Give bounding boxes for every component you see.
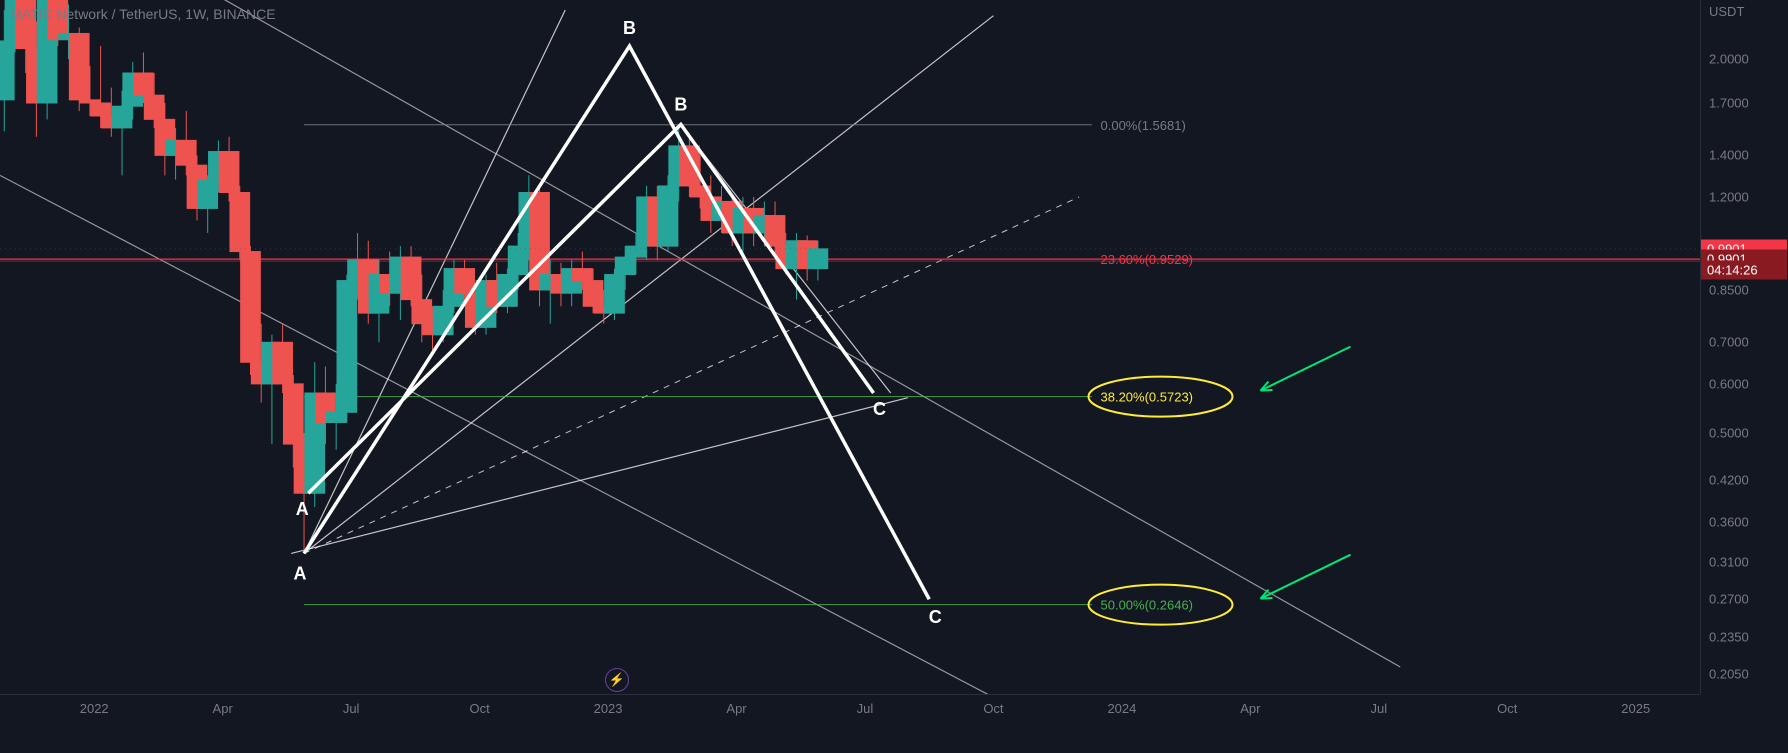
price-tick: 0.5000 xyxy=(1709,426,1749,441)
svg-text:0.00%(1.5681): 0.00%(1.5681) xyxy=(1101,118,1186,133)
price-tick: 0.8500 xyxy=(1709,282,1749,297)
price-tick: 1.2000 xyxy=(1709,189,1749,204)
chart-root: MATIC Network / TetherUS, 1W, BINANCE 0.… xyxy=(0,0,1788,753)
price-axis[interactable]: USDT 2.00001.70001.40001.20000.99010.850… xyxy=(1700,0,1788,694)
price-tick: 0.6000 xyxy=(1709,376,1749,391)
time-tick: Oct xyxy=(1497,701,1517,716)
svg-text:23.60%(0.9529): 23.60%(0.9529) xyxy=(1101,252,1194,267)
symbol-title: MATIC Network / TetherUS, 1W, BINANCE xyxy=(10,6,276,22)
time-tick: 2024 xyxy=(1107,701,1136,716)
time-tick: Apr xyxy=(213,701,233,716)
flash-icon[interactable]: ⚡ xyxy=(605,668,629,692)
price-tick: 0.2350 xyxy=(1709,629,1749,644)
svg-text:B: B xyxy=(623,18,636,38)
svg-text:C: C xyxy=(873,399,886,419)
time-tick: Apr xyxy=(1240,701,1260,716)
time-tick: Jul xyxy=(857,701,874,716)
time-axis[interactable]: 2022 Apr Jul Oct 2023 Apr Jul Oct 2024 Apr Jul Oct 2… xyxy=(0,694,1700,753)
price-tick: 1.4000 xyxy=(1709,148,1749,163)
price-tick: 2.0000 xyxy=(1709,52,1749,67)
price-tick: 0.2700 xyxy=(1709,592,1749,607)
time-tick: Jul xyxy=(343,701,360,716)
time-tick: Oct xyxy=(469,701,489,716)
price-tick: 0.3100 xyxy=(1709,554,1749,569)
price-axis-unit: USDT xyxy=(1709,4,1744,19)
time-tick: 2025 xyxy=(1621,701,1650,716)
time-tick: Apr xyxy=(726,701,746,716)
svg-text:A: A xyxy=(296,499,309,519)
svg-text:50.00%(0.2646): 50.00%(0.2646) xyxy=(1101,598,1194,613)
svg-text:A: A xyxy=(294,563,307,583)
price-tick: 0.2050 xyxy=(1709,666,1749,681)
chart-plot-area[interactable]: 0.00%(1.5681) 23.60%(0.9529) 38.20%(0.5723… xyxy=(0,0,1700,694)
time-tick: Jul xyxy=(1371,701,1388,716)
svg-text:C: C xyxy=(929,607,942,627)
price-tick: 1.7000 xyxy=(1709,96,1749,111)
svg-text:38.20%(0.5723): 38.20%(0.5723) xyxy=(1101,390,1194,405)
time-tick: 2023 xyxy=(594,701,623,716)
price-tick: 0.4200 xyxy=(1709,473,1749,488)
price-tag: 04:14:26 xyxy=(1701,261,1787,280)
price-tick: 0.3600 xyxy=(1709,514,1749,529)
time-tick: 2022 xyxy=(80,701,109,716)
time-tick: Oct xyxy=(983,701,1003,716)
price-tick: 0.7000 xyxy=(1709,335,1749,350)
svg-text:B: B xyxy=(674,94,687,114)
